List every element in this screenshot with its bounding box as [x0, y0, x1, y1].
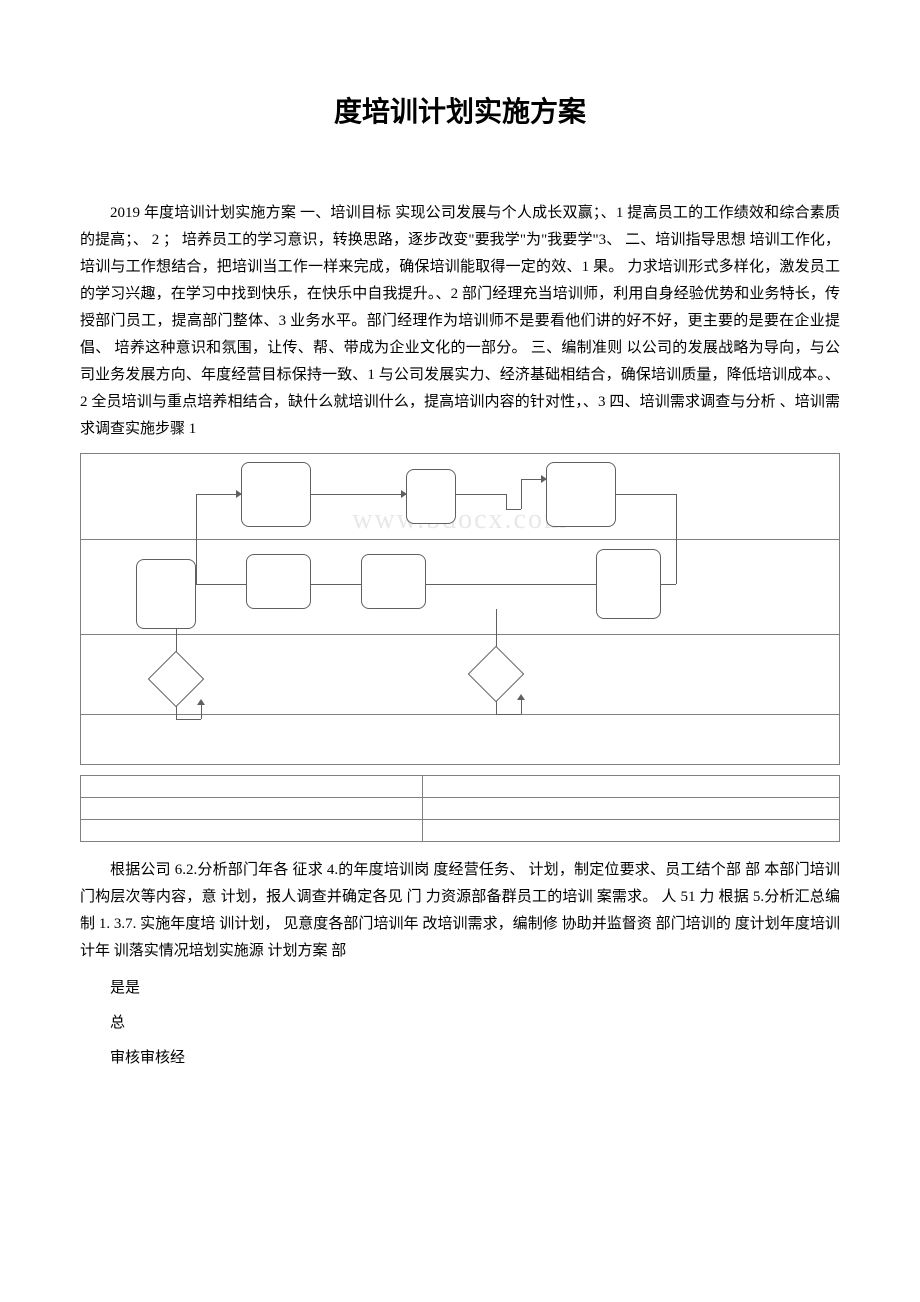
table-row	[81, 776, 840, 798]
empty-table	[80, 775, 840, 842]
connector	[311, 494, 406, 495]
connector	[201, 704, 202, 719]
diagram-hline	[81, 539, 839, 540]
arrow-icon	[197, 699, 205, 705]
paragraph-1: 2019 年度培训计划实施方案 一、培训目标 实现公司发展与个人成长双赢；、1 …	[80, 200, 840, 443]
flowchart-box	[361, 554, 426, 609]
arrow-icon	[541, 475, 547, 483]
flowchart-box	[546, 462, 616, 527]
watermark-text: www.bdocx.com	[352, 504, 567, 536]
connector	[196, 494, 241, 495]
flowchart-decision	[148, 651, 205, 708]
paragraph-3: 是是	[80, 975, 840, 1002]
connector	[661, 584, 676, 585]
connector	[196, 494, 197, 584]
connector	[496, 714, 521, 715]
table-cell	[81, 776, 423, 798]
arrow-icon	[517, 694, 525, 700]
connector	[616, 494, 676, 495]
table-cell	[422, 820, 839, 842]
arrow-icon	[236, 490, 242, 498]
connector	[506, 509, 521, 510]
flowchart-diagram: www.bdocx.com	[80, 453, 840, 765]
diagram-hline	[81, 714, 839, 715]
flowchart-decision	[468, 646, 525, 703]
table-row	[81, 798, 840, 820]
connector	[196, 584, 246, 585]
connector	[456, 494, 506, 495]
table-cell	[422, 776, 839, 798]
table-cell	[81, 798, 423, 820]
flowchart-box	[246, 554, 311, 609]
connector	[676, 494, 677, 584]
arrow-icon	[401, 490, 407, 498]
diagram-hline	[81, 634, 839, 635]
flowchart-box	[241, 462, 311, 527]
connector	[311, 584, 361, 585]
flowchart-box	[596, 549, 661, 619]
paragraph-5: 审核审核经	[80, 1045, 840, 1072]
flowchart-box	[136, 559, 196, 629]
connector	[506, 494, 507, 509]
connector	[426, 584, 596, 585]
paragraph-2: 根据公司 6.2.分析部门年各 征求 4.的年度培训岗 度经营任务、 计划，制定…	[80, 857, 840, 965]
flowchart-box	[406, 469, 456, 524]
table-cell	[422, 798, 839, 820]
table-row	[81, 820, 840, 842]
page-title: 度培训计划实施方案	[80, 90, 840, 130]
connector	[521, 479, 522, 509]
table-cell	[81, 820, 423, 842]
connector	[521, 699, 522, 714]
connector	[176, 719, 201, 720]
paragraph-4: 总	[80, 1010, 840, 1037]
